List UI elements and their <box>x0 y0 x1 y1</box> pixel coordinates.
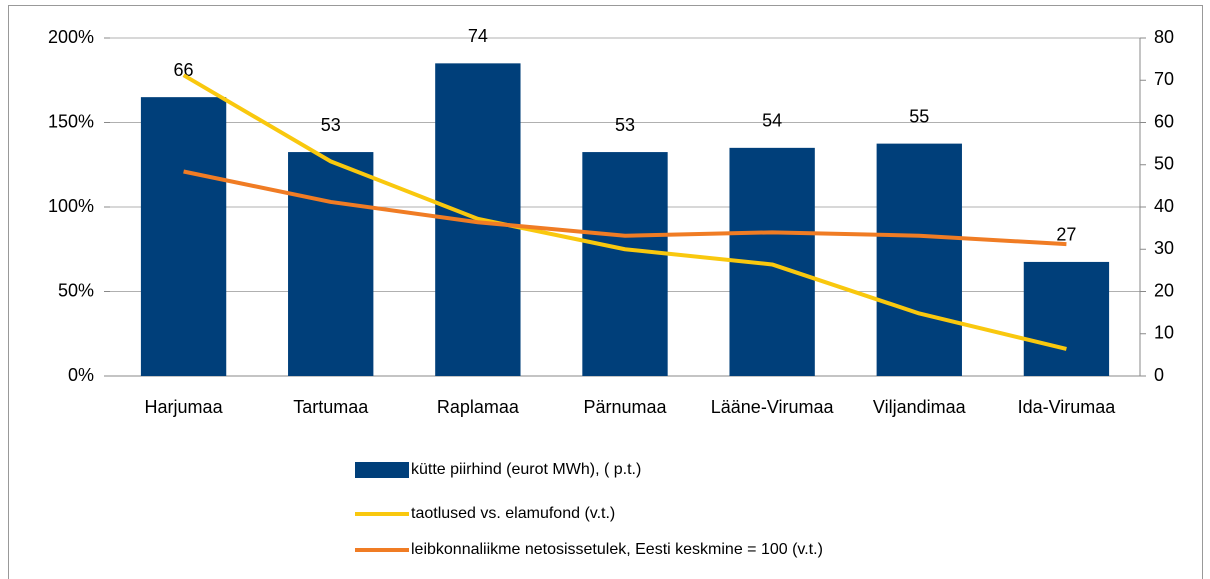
data-label: 53 <box>615 115 635 135</box>
y2-tick-label: 40 <box>1154 196 1174 216</box>
x-tick-label: Viljandimaa <box>873 397 967 417</box>
y2-tick-label: 0 <box>1154 365 1164 385</box>
data-label: 74 <box>468 26 488 46</box>
x-tick-label: Pärnumaa <box>583 397 667 417</box>
y2-tick-label: 70 <box>1154 69 1174 89</box>
legend-label: leibkonnaliikme netosissetulek, Eesti ke… <box>411 541 823 558</box>
data-label: 54 <box>762 111 782 131</box>
x-tick-label: Raplamaa <box>437 397 520 417</box>
bar <box>140 97 227 377</box>
y2-tick-label: 60 <box>1154 111 1174 131</box>
data-label: 27 <box>1056 225 1076 245</box>
y2-tick-label: 10 <box>1154 323 1174 343</box>
y-tick-label: 150% <box>48 111 94 131</box>
data-label: 53 <box>321 115 341 135</box>
y-tick-label: 0% <box>68 365 94 385</box>
y-tick-label: 100% <box>48 196 94 216</box>
bar <box>288 152 374 376</box>
y2-tick-label: 30 <box>1154 238 1174 258</box>
y-tick-label: 50% <box>58 280 94 300</box>
y2-tick-label: 50 <box>1154 154 1174 174</box>
line <box>183 169 1067 247</box>
bar <box>1023 261 1110 376</box>
bar <box>876 143 962 376</box>
x-tick-label: Harjumaa <box>145 397 224 417</box>
legend-label: taotlused vs. elamufond (v.t.) <box>411 505 615 522</box>
x-tick-label: Lääne-Virumaa <box>711 397 835 417</box>
y-tick-label: 200% <box>48 27 94 47</box>
legend-label: kütte piirhind (eurot MWh), ( p.t.) <box>411 461 641 478</box>
y2-tick-label: 20 <box>1154 280 1174 300</box>
data-label: 66 <box>174 60 194 80</box>
legend-swatch <box>355 462 409 478</box>
bar <box>582 152 668 376</box>
x-tick-label: Ida-Virumaa <box>1018 397 1117 417</box>
y2-tick-label: 80 <box>1154 27 1174 47</box>
data-label: 55 <box>909 106 929 126</box>
line <box>182 73 1067 351</box>
x-tick-label: Tartumaa <box>293 397 369 417</box>
